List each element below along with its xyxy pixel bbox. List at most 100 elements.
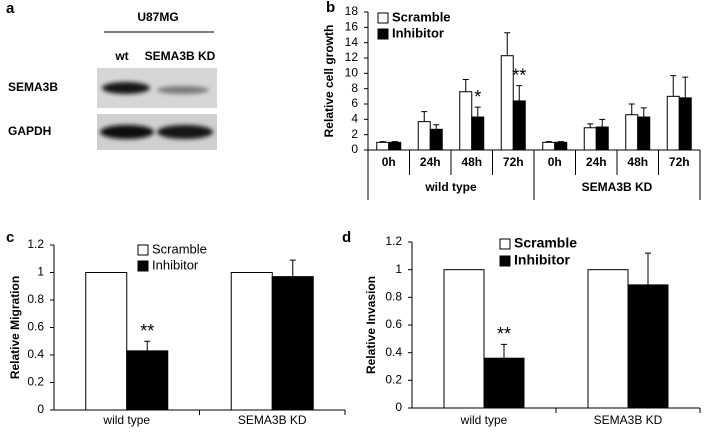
error-bar [557, 141, 564, 143]
legend-swatch [137, 260, 149, 272]
legend-swatch [499, 238, 511, 250]
error-bar [504, 32, 511, 56]
bar [429, 128, 443, 151]
y-axis-label: Relative Invasion [364, 276, 378, 374]
blot-band [157, 125, 213, 139]
y-tick-label: 2 [351, 127, 358, 141]
y-tick-label: 10 [345, 66, 359, 80]
chart-panel: c Relative Migration 0 0.2 0.4 0.6 0.8 1 1.2 wild… [6, 229, 346, 427]
bar [417, 121, 431, 151]
group-label: SEMA3B KD [582, 180, 653, 194]
bar [587, 269, 629, 409]
error-bar [628, 103, 635, 115]
x-tick-label: 48h [627, 155, 648, 169]
y-tick-label: 1 [395, 262, 402, 276]
protein-label: SEMA3B [8, 80, 58, 94]
error-bar [433, 124, 440, 130]
x-tick-label: SEMA3B KD [238, 413, 307, 427]
bar [595, 126, 609, 151]
legend-swatch [377, 28, 389, 40]
legend-label: Inhibitor [514, 252, 571, 268]
bar [471, 116, 485, 151]
x-tick-label: wild type [102, 413, 150, 427]
y-tick-label: 0.8 [385, 290, 402, 304]
blot-band [100, 125, 154, 139]
y-tick-label: 1.2 [27, 237, 44, 251]
error-bar [587, 123, 594, 128]
panel-label: d [342, 229, 351, 246]
x-tick-label: 24h [586, 155, 607, 169]
y-tick-label: 18 [345, 4, 359, 18]
error-bar [645, 252, 651, 285]
chart-panel: d Relative Invasion 0 0.2 0.4 0.6 0.8 1 1.2 wild … [342, 229, 701, 427]
y-tick-label: 0 [37, 402, 44, 416]
y-tick-label: 0.8 [27, 292, 44, 306]
legend-swatch [377, 12, 389, 24]
error-bar [670, 75, 677, 97]
y-tick-label: 0 [395, 400, 402, 414]
bar [666, 95, 680, 151]
error-bar [462, 78, 469, 92]
significance-mark: ** [140, 321, 154, 341]
legend-label: Inhibitor [152, 257, 199, 272]
y-tick-label: 12 [345, 50, 359, 64]
y-tick-label: 0.2 [27, 375, 44, 389]
bar [85, 272, 128, 411]
y-tick-label: 8 [351, 81, 358, 95]
y-tick-label: 14 [345, 35, 359, 49]
x-tick-label: SEMA3B KD [594, 413, 663, 427]
bar [625, 114, 639, 151]
bar [483, 357, 525, 409]
y-tick-label: 0.6 [27, 320, 44, 334]
lane-label: wt [114, 49, 128, 63]
legend-label: Scramble [514, 235, 577, 251]
bar [271, 276, 314, 411]
panel-label: b [326, 0, 335, 16]
lane-label: SEMA3B KD [145, 49, 216, 63]
x-tick-label: 0h [382, 155, 396, 169]
legend-swatch [137, 244, 149, 256]
error-bar [545, 141, 552, 143]
bar [554, 141, 568, 151]
error-bar [640, 107, 647, 118]
significance-mark: ** [512, 65, 526, 85]
bar [678, 97, 692, 151]
y-tick-label: 0.6 [385, 317, 402, 331]
x-tick-label: 48h [461, 155, 482, 169]
bar [542, 141, 556, 151]
error-bar [289, 259, 296, 277]
error-bar [144, 340, 151, 351]
y-tick-label: 0.2 [385, 373, 402, 387]
protein-label: GAPDH [8, 124, 51, 138]
y-axis-label: Relative Migration [8, 276, 22, 379]
group-label: wild type [424, 180, 477, 194]
bar [459, 91, 473, 151]
panel-a: a U87MG wt SEMA3B KD SEMA3B GAPDH [6, 0, 217, 150]
error-bar [682, 76, 689, 98]
x-tick-label: 0h [548, 155, 562, 169]
error-bar [501, 343, 507, 359]
y-tick-label: 16 [345, 20, 359, 34]
error-bar [391, 141, 398, 143]
y-tick-label: 4 [351, 112, 358, 126]
x-tick-label: 24h [420, 155, 441, 169]
legend-swatch [499, 255, 511, 267]
bar [637, 116, 651, 151]
bar [230, 272, 273, 411]
bar [583, 127, 597, 151]
bar [512, 100, 526, 151]
error-bar [516, 85, 523, 101]
y-tick-label: 0.4 [27, 347, 44, 361]
error-bar [379, 141, 386, 143]
y-tick-label: 0.4 [385, 345, 402, 359]
x-tick-label: wild type [460, 413, 508, 427]
bar [443, 269, 485, 409]
y-tick-label: 6 [351, 96, 358, 110]
error-bar [421, 111, 428, 122]
legend-label: Inhibitor [392, 25, 444, 40]
bar [376, 141, 390, 151]
bar [627, 284, 669, 409]
error-bar [474, 106, 481, 118]
